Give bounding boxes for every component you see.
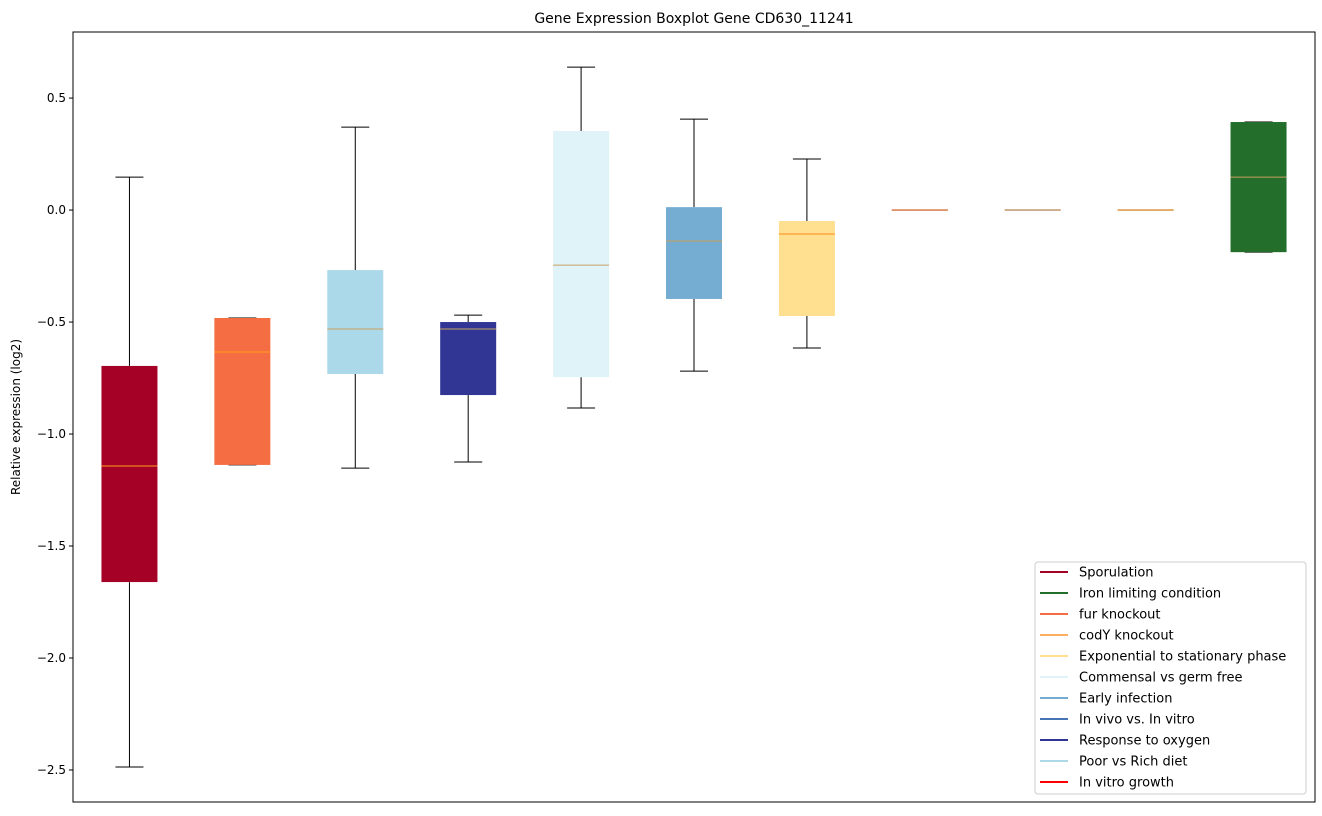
y-ticks: 0.5 0.0 −0.5 −1.0 −1.5 −2.0 −2.5 [37,91,73,777]
box-7 [778,158,835,349]
box-body [778,221,835,316]
y-tick-label: −2.5 [37,763,66,777]
box-10 [1117,209,1174,211]
legend-frame [1034,561,1307,795]
box-2 [214,317,271,466]
legend-label: In vivo vs. In vitro [1079,713,1195,728]
box-body [214,318,271,465]
box-body [1230,122,1287,253]
legend-label: Poor vs Rich diet [1079,755,1187,770]
chart-title: Gene Expression Boxplot Gene CD630_11241 [534,11,853,27]
box-6 [666,118,722,372]
legend-label: Response to oxygen [1079,734,1210,749]
box-body [440,322,497,396]
box-5 [553,66,610,409]
box-1 [101,176,158,768]
legend-label: codY knockout [1079,629,1174,644]
box-3 [327,126,384,469]
box-4 [440,314,497,463]
y-tick-label: −1.0 [37,427,66,441]
y-tick-label: −1.5 [37,539,66,553]
legend-label: fur knockout [1079,608,1161,623]
y-tick-label: 0.5 [47,91,66,105]
y-tick-label: −0.5 [37,315,66,329]
legend-label: Sporulation [1079,566,1154,581]
box-9 [1004,209,1061,211]
box-11 [1230,121,1287,253]
box-8 [891,209,948,211]
legend-label: Iron limiting condition [1079,587,1221,602]
y-axis-label: Relative expression (log2) [9,339,23,495]
legend: Sporulation Iron limiting condition fur kn… [1034,561,1307,795]
box-body [666,207,722,299]
y-tick-label: 0.0 [47,203,66,217]
box-body [327,270,384,374]
plot-frame [72,31,1316,803]
legend-label: Exponential to stationary phase [1079,650,1286,665]
box-body [101,365,158,583]
boxes [101,66,1287,768]
legend-label: In vitro growth [1079,776,1174,791]
y-tick-label: −2.0 [37,651,66,665]
legend-label: Early infection [1079,692,1172,707]
box-body [553,130,610,378]
legend-label: Commensal vs germ free [1079,671,1242,686]
